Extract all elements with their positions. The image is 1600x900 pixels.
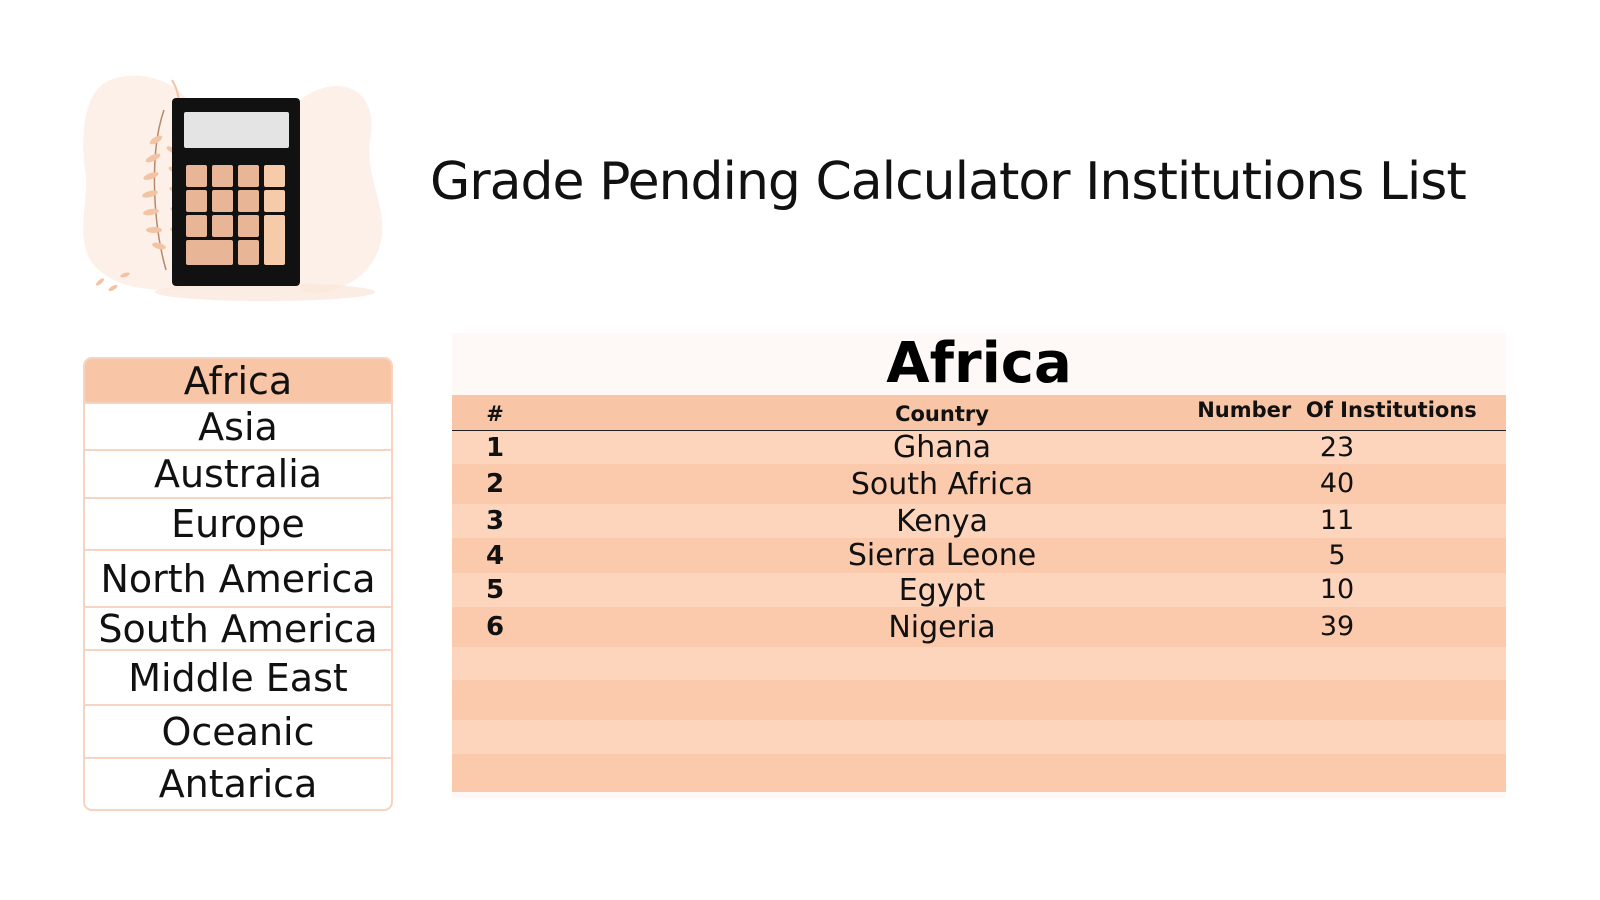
row-country xyxy=(752,647,1132,680)
row-number: 5 xyxy=(485,575,505,605)
table-row: 4 Sierra Leone 5 xyxy=(452,538,1506,573)
region-item-antarica[interactable]: Antarica xyxy=(158,762,318,806)
table-row: 1 Ghana 23 xyxy=(452,430,1506,465)
calculator-icon xyxy=(80,70,390,310)
row-number xyxy=(452,720,538,754)
row-institutions: 11 xyxy=(1319,505,1355,536)
row-number xyxy=(452,754,538,792)
region-list: Africa Asia Australia Europe North Ameri… xyxy=(83,357,393,811)
row-country: Nigeria xyxy=(888,609,996,645)
table-row xyxy=(452,680,1506,720)
region-item-south-america[interactable]: South America xyxy=(85,608,391,651)
row-country: Ghana xyxy=(892,430,992,465)
row-country xyxy=(752,720,1132,754)
table-row xyxy=(452,720,1506,754)
table-row: 3 Kenya 11 xyxy=(452,503,1506,539)
institutions-panel: Africa # Country Number Of Institutions … xyxy=(452,333,1506,798)
region-item-north-america[interactable]: North America xyxy=(85,551,391,608)
row-institutions xyxy=(1187,720,1487,754)
row-number: 2 xyxy=(485,469,505,499)
row-institutions: 5 xyxy=(1328,539,1346,571)
region-item-australia[interactable]: Australia xyxy=(85,451,391,499)
row-number xyxy=(452,680,538,720)
row-institutions: 39 xyxy=(1319,611,1355,642)
row-country: Sierra Leone xyxy=(847,538,1037,573)
row-number: 6 xyxy=(485,612,505,642)
region-item-middle-east[interactable]: Middle East xyxy=(85,651,391,706)
region-item-oceanic[interactable]: Oceanic xyxy=(85,706,391,759)
header-number: # xyxy=(486,402,504,426)
table-header: # Country Number Of Institutions xyxy=(452,395,1506,431)
row-institutions xyxy=(1187,754,1487,792)
row-number: 1 xyxy=(485,432,505,463)
region-item-africa[interactable]: Africa xyxy=(85,359,391,404)
header-institutions: Number Of Institutions xyxy=(1197,398,1477,422)
row-number: 3 xyxy=(485,506,505,536)
row-institutions: 10 xyxy=(1319,574,1355,605)
row-country: Egypt xyxy=(898,572,986,608)
page-title: Grade Pending Calculator Institutions Li… xyxy=(430,152,1467,212)
row-institutions xyxy=(1187,647,1487,680)
row-institutions: 40 xyxy=(1319,468,1355,499)
row-institutions xyxy=(1187,680,1487,720)
table-row xyxy=(452,647,1506,680)
row-country: South Africa xyxy=(850,466,1034,502)
header-country: Country xyxy=(895,402,989,426)
region-item-asia[interactable]: Asia xyxy=(85,404,391,451)
row-number: 4 xyxy=(485,540,505,571)
panel-title: Africa xyxy=(886,331,1072,396)
table-row: 5 Egypt 10 xyxy=(452,572,1506,608)
row-country xyxy=(752,754,1132,792)
row-institutions: 23 xyxy=(1319,431,1355,463)
table-row xyxy=(452,754,1506,792)
row-country: Kenya xyxy=(896,503,988,539)
table-row: 2 South Africa 40 xyxy=(452,464,1506,504)
row-number xyxy=(452,647,538,680)
table-row: 6 Nigeria 39 xyxy=(452,607,1506,647)
region-item-europe[interactable]: Europe xyxy=(85,499,391,551)
row-country xyxy=(752,680,1132,720)
